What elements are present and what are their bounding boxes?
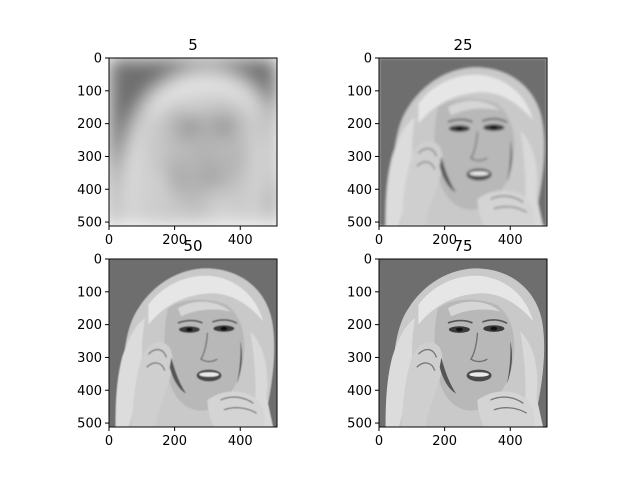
image-panel-2 <box>379 58 547 226</box>
image-panel-1 <box>109 58 277 226</box>
y-tick-label: 300 <box>347 351 372 366</box>
y-tick-label: 300 <box>347 150 372 165</box>
subplot-title: 5 <box>188 36 198 54</box>
y-tick-label: 300 <box>77 351 102 366</box>
image-panel-3 <box>109 259 277 427</box>
y-tick-label: 200 <box>347 318 372 333</box>
image-panel-4 <box>379 259 547 427</box>
x-tick-label: 200 <box>432 434 457 449</box>
y-tick-label: 100 <box>347 285 372 300</box>
subplot-4: 75 0 200 400 0 100 200 300 400 500 <box>347 237 548 449</box>
x-tick-label: 400 <box>228 434 253 449</box>
x-tick-label: 0 <box>105 233 113 248</box>
y-tick-label: 0 <box>364 52 372 67</box>
y-tick-label: 400 <box>347 183 372 198</box>
y-tick-label: 0 <box>364 253 372 268</box>
y-tick-label: 200 <box>347 117 372 132</box>
subplot-2: 25 0 200 400 0 100 200 300 400 500 <box>347 36 548 248</box>
y-tick-label: 500 <box>347 417 372 432</box>
y-tick-label: 200 <box>77 318 102 333</box>
x-tick-label: 400 <box>498 233 523 248</box>
y-tick-label: 100 <box>77 285 102 300</box>
y-tick-label: 500 <box>77 417 102 432</box>
y-tick-label: 400 <box>347 384 372 399</box>
y-tick-label: 500 <box>347 216 372 231</box>
y-tick-label: 100 <box>347 84 372 99</box>
x-tick-label: 400 <box>228 233 253 248</box>
axes-frame <box>108 258 278 428</box>
subplot-title: 50 <box>183 237 202 255</box>
subplot-title: 25 <box>453 36 472 54</box>
axes-frame <box>378 57 548 227</box>
y-tick-label: 100 <box>77 84 102 99</box>
y-tick-label: 0 <box>94 253 102 268</box>
y-tick-label: 400 <box>77 384 102 399</box>
y-tick-label: 500 <box>77 216 102 231</box>
y-tick-label: 200 <box>77 117 102 132</box>
x-tick-label: 200 <box>162 434 187 449</box>
x-tick-label: 200 <box>432 233 457 248</box>
x-tick-label: 400 <box>498 434 523 449</box>
y-tick-label: 300 <box>77 150 102 165</box>
subplot-title: 75 <box>453 237 472 255</box>
y-tick-label: 0 <box>94 52 102 67</box>
x-tick-label: 0 <box>375 434 383 449</box>
y-tick-label: 400 <box>77 183 102 198</box>
x-tick-label: 0 <box>375 233 383 248</box>
x-tick-label: 200 <box>162 233 187 248</box>
axes-frame <box>108 57 278 227</box>
subplot-1: 5 0 200 400 0 100 200 300 400 500 <box>77 36 278 248</box>
x-tick-label: 0 <box>105 434 113 449</box>
axes-frame <box>378 258 548 428</box>
